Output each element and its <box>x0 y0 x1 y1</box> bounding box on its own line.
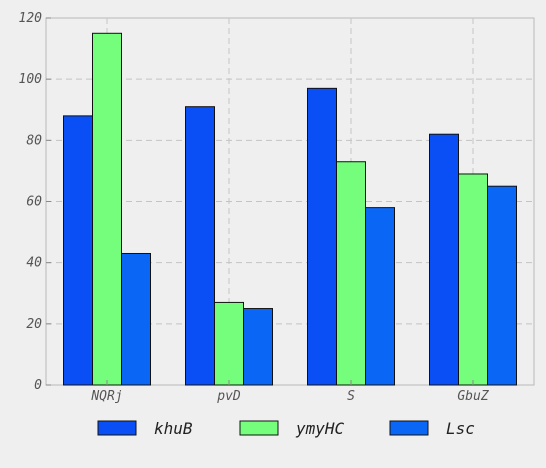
axes: 0 20 40 60 80 100 120 NQRj pvD S GbuZ <box>19 11 490 404</box>
bar-ymyHC-S <box>336 161 366 386</box>
x-tick-label: GbuZ <box>457 389 489 404</box>
bars <box>63 32 517 386</box>
legend-label-ymyHC: ymyHC <box>295 419 345 438</box>
y-tick-label: 20 <box>26 317 42 332</box>
x-tick-label: NQRj <box>90 389 122 404</box>
bar-Lsc-S <box>365 207 395 386</box>
x-tick-label: S <box>347 389 355 404</box>
legend-label-Lsc: Lsc <box>446 419 475 438</box>
y-tick-label: 60 <box>26 195 42 210</box>
y-tick-label: 0 <box>34 378 42 393</box>
y-tick-label: 80 <box>26 133 42 148</box>
bar-Lsc-GbuZ <box>487 185 517 386</box>
legend-swatch-ymyHC <box>239 420 279 436</box>
bar-khuB-GbuZ <box>429 133 459 386</box>
legend-swatch-Lsc <box>389 420 429 436</box>
x-tick-label: pvD <box>216 389 241 404</box>
legend-swatch-khuB <box>97 420 137 436</box>
bar-khuB-S <box>307 87 337 386</box>
bar-Lsc-NQRj <box>121 252 151 386</box>
legend-label-khuB: khuB <box>154 419 193 438</box>
bar-khuB-pvD <box>185 106 215 386</box>
bar-Lsc-pvD <box>243 308 273 386</box>
bar-ymyHC-NQRj <box>92 32 122 386</box>
legend: khuB ymyHC Lsc <box>97 419 475 438</box>
bar-ymyHC-GbuZ <box>458 173 488 386</box>
bar-ymyHC-pvD <box>214 301 244 386</box>
y-tick-label: 40 <box>26 256 42 271</box>
y-tick-label: 100 <box>19 72 43 87</box>
bar-khuB-NQRj <box>63 115 93 386</box>
y-tick-label: 120 <box>19 11 43 26</box>
